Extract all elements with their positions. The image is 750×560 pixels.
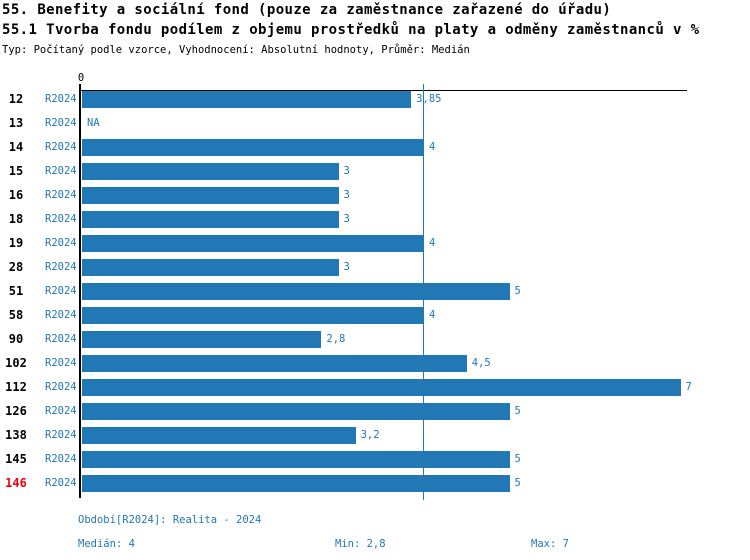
org-id-label: 112 xyxy=(5,380,27,394)
bar-row: 112 R2024 7 xyxy=(0,379,750,396)
value-bar xyxy=(82,307,424,324)
period-tag: R2024 xyxy=(45,453,77,465)
bar-row: 138 R2024 3,2 xyxy=(0,427,750,444)
value-bar xyxy=(82,163,339,180)
x-axis-line xyxy=(80,90,687,91)
bar-row: 51 R2024 5 xyxy=(0,283,750,300)
value-bar xyxy=(82,91,412,108)
bar-row: 14 R2024 4 xyxy=(0,139,750,156)
org-id-label: 16 xyxy=(8,188,24,202)
bar-row: 15 R2024 3 xyxy=(0,163,750,180)
period-tag: R2024 xyxy=(45,141,77,153)
org-id-label: 13 xyxy=(8,116,24,130)
org-id-label: 28 xyxy=(8,260,24,274)
value-bar xyxy=(82,427,356,444)
period-tag: R2024 xyxy=(45,189,77,201)
bar-row: 12 R2024 3,85 xyxy=(0,91,750,108)
period-tag: R2024 xyxy=(45,381,77,393)
period-tag: R2024 xyxy=(45,285,77,297)
org-id-label: 102 xyxy=(5,356,27,370)
value-bar xyxy=(82,355,467,372)
value-bar xyxy=(82,403,510,420)
value-bar xyxy=(82,475,510,492)
median-stat-label: Medián: 4 xyxy=(78,538,135,550)
period-tag: R2024 xyxy=(45,405,77,417)
period-tag: R2024 xyxy=(45,477,77,489)
bar-value-label: 5 xyxy=(514,453,521,465)
bar-value-label: 2,8 xyxy=(326,333,346,345)
value-bar xyxy=(82,259,339,276)
period-label: Období[R2024]: Realita - 2024 xyxy=(78,514,262,526)
org-id-label: 12 xyxy=(8,92,24,106)
bar-value-label: 5 xyxy=(514,477,521,489)
org-id-label: 145 xyxy=(5,452,27,466)
org-id-label: 18 xyxy=(8,212,24,226)
value-bar xyxy=(82,211,339,228)
bar-value-label: 3 xyxy=(343,213,350,225)
bar-value-label: 3,2 xyxy=(360,429,380,441)
org-id-label: 19 xyxy=(8,236,24,250)
bar-row: 18 R2024 3 xyxy=(0,211,750,228)
bar-row: 146 R2024 5 xyxy=(0,475,750,492)
bar-row: 102 R2024 4,5 xyxy=(0,355,750,372)
period-tag: R2024 xyxy=(45,213,77,225)
bar-value-label: 3 xyxy=(343,261,350,273)
period-tag: R2024 xyxy=(45,237,77,249)
bar-row: 13 R2024 NA xyxy=(0,115,750,132)
value-bar xyxy=(82,235,424,252)
bar-row: 28 R2024 3 xyxy=(0,259,750,276)
bar-value-label: 4 xyxy=(429,309,436,321)
value-bar xyxy=(82,187,339,204)
bar-value-label: 3 xyxy=(343,189,350,201)
org-id-label: 51 xyxy=(8,284,24,298)
bar-value-label: 3 xyxy=(343,165,350,177)
indicator-meta-line: Typ: Počítaný podle vzorce, Vyhodnocení:… xyxy=(2,44,470,56)
bar-value-label: 3,85 xyxy=(416,93,442,105)
bar-row: 58 R2024 4 xyxy=(0,307,750,324)
period-tag: R2024 xyxy=(45,261,77,273)
period-tag: R2024 xyxy=(45,333,77,345)
bar-row: 90 R2024 2,8 xyxy=(0,331,750,348)
period-tag: R2024 xyxy=(45,117,77,129)
bar-value-label: 7 xyxy=(685,381,692,393)
bar-value-label: NA xyxy=(87,117,100,129)
value-bar xyxy=(82,331,322,348)
bar-row: 19 R2024 4 xyxy=(0,235,750,252)
value-bar xyxy=(82,451,510,468)
x-axis-zero-label: 0 xyxy=(77,72,85,84)
max-stat-label: Max: 7 xyxy=(531,538,569,550)
value-bar xyxy=(82,379,681,396)
indicator-subtitle: 55.1 Tvorba fondu podílem z objemu prost… xyxy=(2,22,700,38)
bar-value-label: 4 xyxy=(429,141,436,153)
org-id-label: 15 xyxy=(8,164,24,178)
page-title: 55. Benefity a sociální fond (pouze za z… xyxy=(2,2,612,18)
period-tag: R2024 xyxy=(45,357,77,369)
period-tag: R2024 xyxy=(45,309,77,321)
period-tag: R2024 xyxy=(45,93,77,105)
bar-value-label: 5 xyxy=(514,285,521,297)
value-bar xyxy=(82,283,510,300)
org-id-label: 90 xyxy=(8,332,24,346)
period-tag: R2024 xyxy=(45,429,77,441)
org-id-label: 126 xyxy=(5,404,27,418)
min-stat-label: Min: 2,8 xyxy=(335,538,386,550)
bar-row: 126 R2024 5 xyxy=(0,403,750,420)
org-id-label: 58 xyxy=(8,308,24,322)
org-id-label: 146 xyxy=(5,476,27,490)
y-axis-line xyxy=(79,84,81,498)
value-bar xyxy=(82,139,424,156)
org-id-label: 138 xyxy=(5,428,27,442)
period-tag: R2024 xyxy=(45,165,77,177)
bar-value-label: 4,5 xyxy=(471,357,491,369)
org-id-label: 14 xyxy=(8,140,24,154)
bar-row: 145 R2024 5 xyxy=(0,451,750,468)
bar-row: 16 R2024 3 xyxy=(0,187,750,204)
bar-value-label: 5 xyxy=(514,405,521,417)
bar-value-label: 4 xyxy=(429,237,436,249)
